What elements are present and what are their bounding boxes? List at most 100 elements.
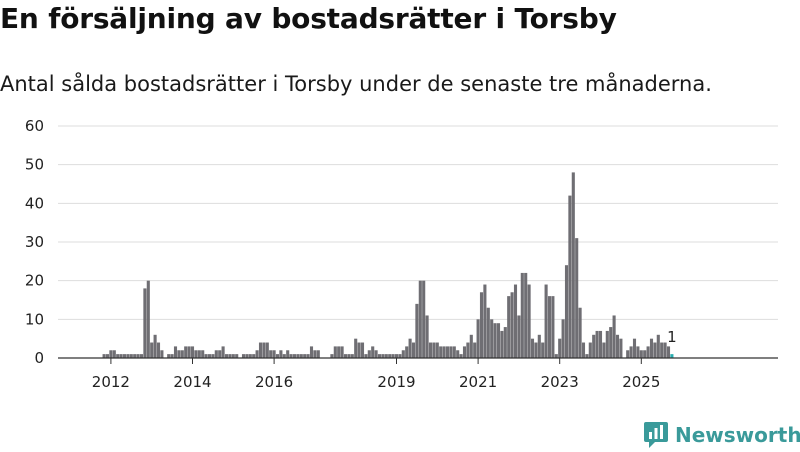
bar: [173, 346, 178, 358]
bar: [428, 342, 433, 358]
bar: [422, 280, 426, 358]
bar: [524, 272, 528, 358]
bar: [153, 334, 157, 358]
bar: [170, 354, 174, 358]
bar: [218, 350, 222, 358]
bar: [401, 350, 405, 358]
bar: [490, 319, 494, 358]
page-subtitle: Antal sålda bostadsrätter i Torsby under…: [0, 72, 712, 96]
bar: [439, 346, 443, 358]
bar: [578, 307, 582, 358]
bar: [452, 346, 456, 358]
bar: [292, 354, 297, 358]
bar: [605, 330, 609, 358]
bar: [442, 346, 446, 358]
bar: [551, 296, 555, 358]
bar: [122, 354, 127, 358]
bar: [507, 296, 511, 358]
bar: [180, 350, 184, 358]
bar: [612, 315, 616, 358]
y-tick-label: 20: [25, 272, 44, 290]
bar: [269, 350, 273, 358]
bar: [337, 346, 341, 358]
bar: [541, 342, 545, 358]
bar: [296, 354, 300, 358]
bar: [374, 350, 378, 358]
bar: [547, 296, 552, 358]
grid-lines: [58, 125, 778, 320]
bar: [224, 354, 229, 358]
bar: [354, 338, 358, 358]
bar: [473, 342, 477, 358]
bar: [479, 292, 484, 358]
bar: [493, 323, 497, 358]
bar: [418, 280, 422, 358]
bar: [275, 354, 280, 358]
bar: [445, 346, 450, 358]
bar: [333, 346, 337, 358]
bar: [656, 334, 660, 358]
bar: [194, 350, 198, 358]
bar: [568, 195, 572, 358]
bar: [653, 342, 657, 358]
bar: [357, 342, 361, 358]
bar: [289, 354, 293, 358]
bar: [632, 338, 637, 358]
bar: [279, 350, 283, 358]
bar: [306, 354, 310, 358]
x-tick-label: 2025: [622, 373, 660, 391]
bar: [619, 338, 623, 358]
bar: [466, 342, 470, 358]
bar: [316, 350, 320, 358]
bar: [456, 350, 460, 358]
y-tick-label: 30: [25, 233, 44, 251]
bar: [248, 354, 252, 358]
bar: [150, 342, 154, 358]
bar: [643, 350, 647, 358]
bar: [133, 354, 137, 358]
bars: [58, 172, 778, 359]
bar: [309, 346, 314, 358]
y-tick-label: 50: [25, 156, 44, 174]
bar: [126, 354, 130, 358]
bar: [119, 354, 123, 358]
bar: [143, 288, 147, 358]
bar: [384, 354, 388, 358]
data-labels: 1: [667, 328, 677, 346]
bar: [116, 354, 120, 358]
bar: [503, 327, 507, 358]
bar: [187, 346, 191, 358]
bar: [201, 350, 205, 358]
x-tick-label: 2023: [541, 373, 579, 391]
y-tick-label: 0: [34, 349, 44, 367]
bar: [377, 354, 382, 358]
bar: [411, 342, 416, 358]
bar: [109, 350, 113, 358]
bar: [615, 334, 620, 358]
bar: [408, 338, 412, 358]
bar: [602, 342, 606, 358]
bar: [367, 350, 371, 358]
bar: [496, 323, 501, 358]
bar: [425, 315, 429, 358]
bar: [204, 354, 208, 358]
bar: [561, 319, 565, 358]
bar: [228, 354, 232, 358]
bar: [112, 350, 116, 358]
bar: [626, 350, 630, 358]
bar: [190, 346, 195, 358]
bar: [241, 354, 246, 358]
bar: [146, 280, 150, 358]
brand-name: Newsworthy: [675, 423, 800, 447]
bar: [520, 272, 524, 358]
bar: [449, 346, 453, 358]
bar: [585, 354, 589, 358]
bar: [102, 354, 106, 358]
bar: [476, 319, 480, 358]
bar: [252, 354, 256, 358]
bar: [360, 342, 365, 358]
bar: [629, 346, 633, 358]
bar: [435, 342, 439, 358]
bar: [432, 342, 436, 358]
